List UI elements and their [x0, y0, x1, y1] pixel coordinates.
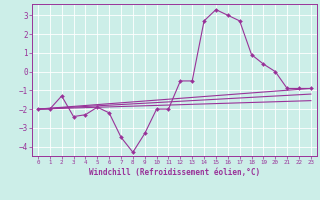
X-axis label: Windchill (Refroidissement éolien,°C): Windchill (Refroidissement éolien,°C)	[89, 168, 260, 177]
